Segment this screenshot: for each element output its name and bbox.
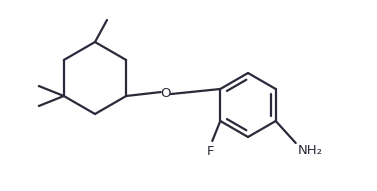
Text: NH₂: NH₂ [298, 144, 323, 157]
Text: F: F [207, 145, 214, 158]
Text: O: O [161, 87, 171, 100]
